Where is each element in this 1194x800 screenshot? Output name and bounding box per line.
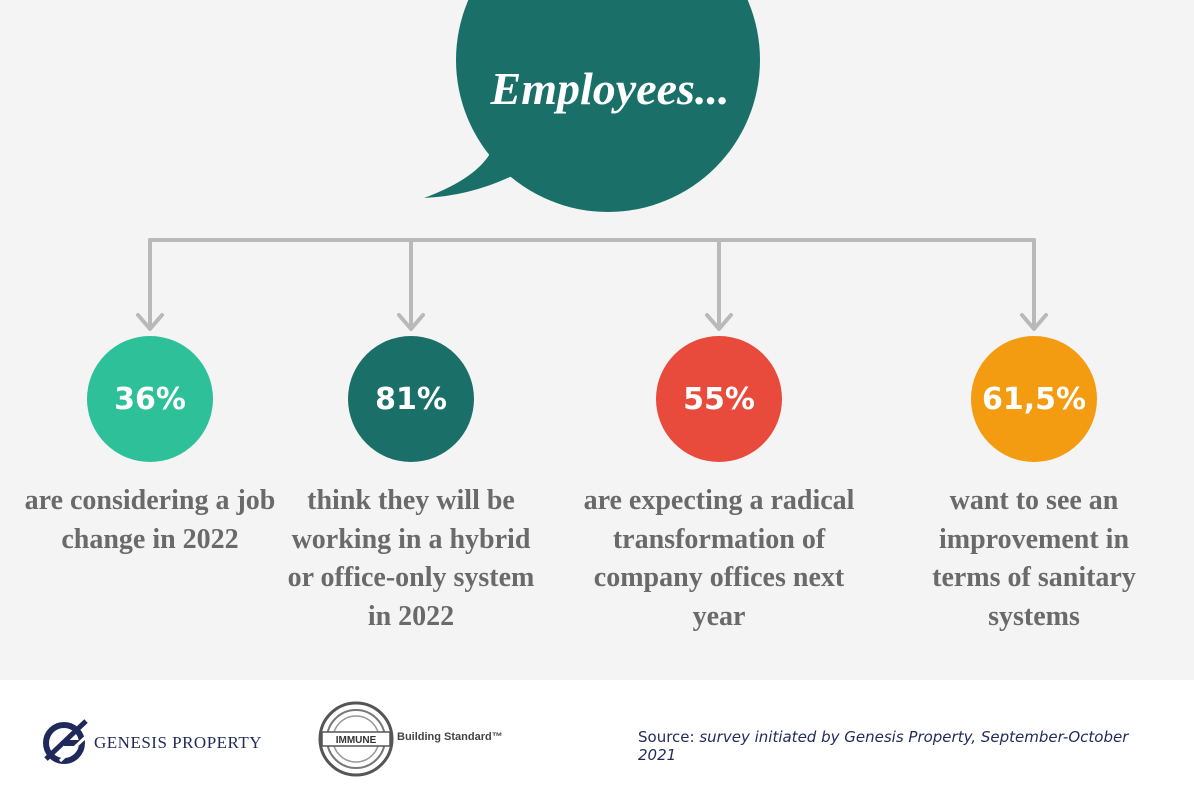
genesis-logo-icon xyxy=(43,719,92,764)
stat-circle-4: 61,5% xyxy=(971,336,1097,462)
stat-circle-2: 81% xyxy=(348,336,474,462)
stat-circle-3: 55% xyxy=(656,336,782,462)
source-label: Source: xyxy=(638,728,695,746)
stat-circle-1: 36% xyxy=(87,336,213,462)
source-value: survey initiated by Genesis Property, Se… xyxy=(638,728,1129,764)
arrow-2-icon xyxy=(397,313,425,331)
connector-lines xyxy=(136,0,1048,331)
immune-logo-icon: IMMUNE xyxy=(318,701,394,777)
source-note: Source: survey initiated by Genesis Prop… xyxy=(638,728,1168,764)
arrow-4-icon xyxy=(1020,313,1048,331)
bubble-title: Employees... xyxy=(490,63,730,114)
arrow-3-icon xyxy=(705,313,733,331)
stat-description-4: want to see an improvement in terms of s… xyxy=(932,485,1136,632)
footer xyxy=(0,680,1194,800)
genesis-wordmark: GENESIS PROPERTY xyxy=(94,733,263,752)
arrow-1-icon xyxy=(136,313,164,331)
speech-bubble xyxy=(424,0,760,212)
immune-badge-text: IMMUNE xyxy=(336,735,377,746)
stat-description-1: are considering a job change in 2022 xyxy=(24,485,276,555)
stat-description-2: think they will be working in a hybrid o… xyxy=(287,485,535,632)
stat-description-3: are expecting a radical transformation o… xyxy=(583,485,855,632)
immune-wordmark: Building Standard™ xyxy=(397,731,503,743)
